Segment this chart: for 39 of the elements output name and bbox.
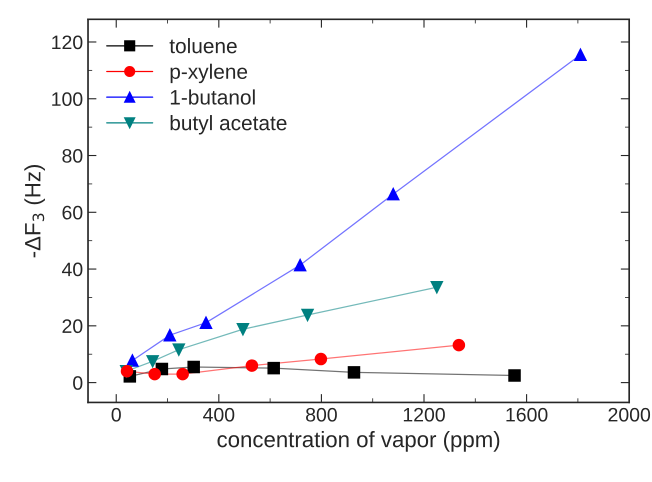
legend-label: butyl acetate <box>170 115 286 134</box>
point <box>148 368 161 380</box>
y-tick-label: 80 <box>62 148 82 163</box>
x-axis-title: concentration of vapor (ppm) <box>218 431 500 452</box>
point <box>146 355 159 368</box>
point <box>164 328 176 342</box>
point <box>430 280 444 294</box>
x-tick-label: 1600 <box>506 408 548 422</box>
x-tick-label: 2000 <box>608 408 650 422</box>
point <box>236 322 250 336</box>
legend-label: p-xylene <box>170 64 248 84</box>
legend-label: 1-butanol <box>170 89 255 105</box>
y-tick-label: 60 <box>62 206 82 220</box>
y-tick-label: 40 <box>62 262 82 276</box>
y-tick-label: 120 <box>52 35 82 50</box>
y-axis-title: -ΔF$_{3}$ (Hz) <box>24 165 45 258</box>
point <box>301 308 314 322</box>
point <box>508 369 521 382</box>
y-tick-label: 20 <box>62 319 82 334</box>
x-tick-label: 400 <box>203 408 234 422</box>
point <box>314 352 328 366</box>
point <box>176 368 189 380</box>
x-tick-label: 0 <box>112 408 121 422</box>
point <box>267 362 280 374</box>
point <box>200 316 212 329</box>
point <box>452 338 466 352</box>
point <box>187 360 200 374</box>
point <box>172 343 186 356</box>
point <box>348 366 360 379</box>
point <box>246 359 258 372</box>
x-tick-label: 1200 <box>404 408 445 422</box>
point <box>574 48 587 62</box>
y-tick-label: 100 <box>52 92 82 106</box>
y-tick-label: 0 <box>73 376 82 390</box>
x-tick-label: 800 <box>306 408 337 422</box>
point <box>294 258 306 272</box>
legend-label: toluene <box>170 38 237 54</box>
point <box>126 354 139 367</box>
point <box>386 188 400 200</box>
